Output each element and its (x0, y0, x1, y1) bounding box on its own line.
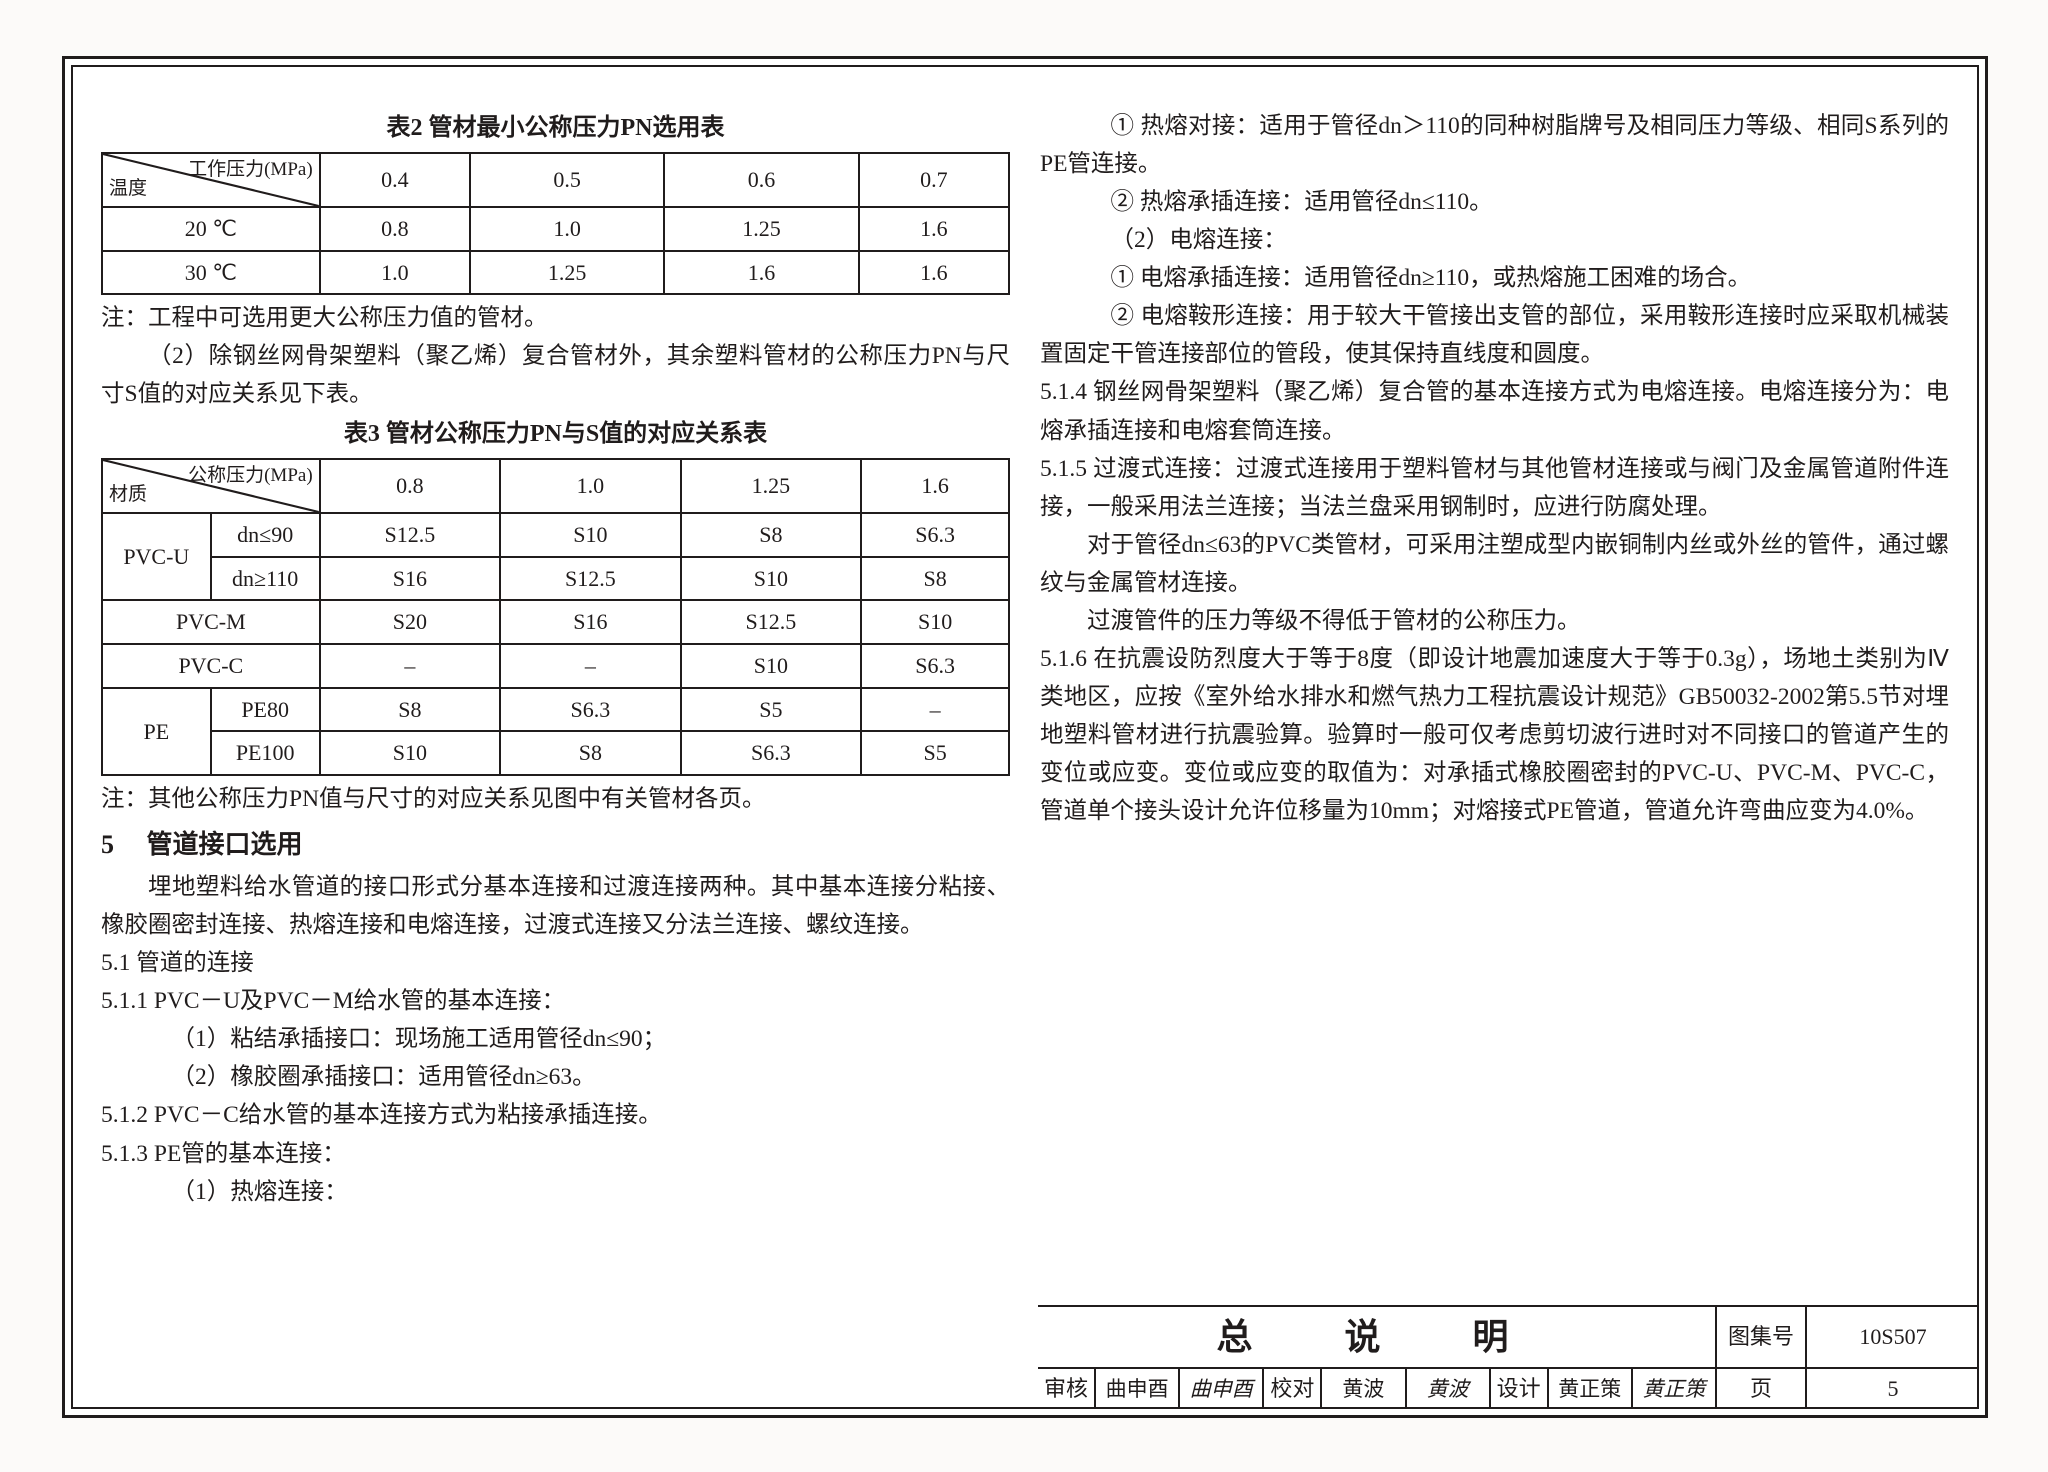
right-p3: （2）电熔连接： (1040, 221, 1949, 259)
right-p4: ① 电熔承插连接：适用管径dn≥110，或热熔施工困难的场合。 (1040, 259, 1949, 297)
table3-title: 表3 管材公称压力PN与S值的对应关系表 (101, 415, 1010, 454)
right-p1: ① 热熔对接：适用于管径dn＞110的同种树脂牌号及相同压力等级、相同S系列的P… (1040, 107, 1949, 183)
left-p7: 5.1.3 PE管的基本连接： (101, 1135, 1010, 1173)
shenhe-label: 审核 (1038, 1369, 1096, 1409)
left-p3: 5.1.1 PVC－U及PVC－M给水管的基本连接： (101, 982, 1010, 1020)
page-inner: 表2 管材最小公称压力PN选用表 工作压力(MPa) 温度 0.40.5 0.6… (71, 65, 1979, 1409)
right-p2: ② 热熔承插连接：适用管径dn≤110。 (1040, 183, 1949, 221)
table3-note: 注：其他公称压力PN值与尺寸的对应关系见图中有关管材各页。 (101, 780, 1010, 818)
right-p5: ② 电熔鞍形连接：用于较大干管接出支管的部位，采用鞍形连接时应采取机械装置固定干… (1040, 297, 1949, 373)
left-p5: （2）橡胶圈承插接口：适用管径dn≥63。 (101, 1058, 1010, 1096)
right-p6: 5.1.4 钢丝网骨架塑料（聚乙烯）复合管的基本连接方式为电熔连接。电熔连接分为… (1040, 373, 1949, 449)
sheji-sig: 黄正策 (1633, 1369, 1717, 1409)
left-column: 表2 管材最小公称压力PN选用表 工作压力(MPa) 温度 0.40.5 0.6… (101, 107, 1010, 1407)
doc-title: 总 说 明 (1038, 1307, 1717, 1367)
tuji-label: 图集号 (1717, 1307, 1807, 1367)
right-p7: 5.1.5 过渡式连接：过渡式连接用于塑料管材与其他管材连接或与阀门及金属管道附… (1040, 450, 1949, 526)
right-p10: 5.1.6 在抗震设防烈度大于等于8度（即设计地震加速度大于等于0.3g），场地… (1040, 640, 1949, 830)
tuji-value: 10S507 (1807, 1307, 1979, 1367)
ye-value: 5 (1807, 1369, 1979, 1409)
jiaodui-label: 校对 (1264, 1369, 1322, 1409)
left-p8: （1）热熔连接： (101, 1173, 1010, 1211)
jiaodui-sig: 黄波 (1407, 1369, 1491, 1409)
right-p8: 对于管径dn≤63的PVC类管材，可采用注塑成型内嵌铜制内丝或外丝的管件，通过螺… (1040, 526, 1949, 602)
shenhe-name: 曲申酉 (1096, 1369, 1180, 1409)
right-column: ① 热熔对接：适用于管径dn＞110的同种树脂牌号及相同压力等级、相同S系列的P… (1040, 107, 1949, 1407)
title-block: 总 说 明 图集号 10S507 审核 曲申酉 曲申酉 校对 黄波 黄波 设计 … (1038, 1305, 1979, 1409)
shenhe-sig: 曲申酉 (1180, 1369, 1264, 1409)
right-p9: 过渡管件的压力等级不得低于管材的公称压力。 (1040, 602, 1949, 640)
ye-label: 页 (1717, 1369, 1807, 1409)
table2-title: 表2 管材最小公称压力PN选用表 (101, 109, 1010, 148)
table3: 公称压力(MPa) 材质 0.81.0 1.251.6 PVC-Udn≤90S1… (101, 458, 1010, 776)
sheji-name: 黄正策 (1549, 1369, 1633, 1409)
para-between: （2）除钢丝网骨架塑料（聚乙烯）复合管材外，其余塑料管材的公称压力PN与尺寸S值… (101, 337, 1010, 413)
sheji-label: 设计 (1491, 1369, 1549, 1409)
left-p6: 5.1.2 PVC－C给水管的基本连接方式为粘接承插连接。 (101, 1096, 1010, 1134)
table2-note: 注：工程中可选用更大公称压力值的管材。 (101, 299, 1010, 337)
page-frame: 表2 管材最小公称压力PN选用表 工作压力(MPa) 温度 0.40.5 0.6… (62, 56, 1988, 1418)
section-5-heading: 5 管道接口选用 (101, 824, 1010, 866)
left-p4: （1）粘结承插接口：现场施工适用管径dn≤90； (101, 1020, 1010, 1058)
left-p2: 5.1 管道的连接 (101, 944, 1010, 982)
table2: 工作压力(MPa) 温度 0.40.5 0.60.7 20 ℃0.81.01.2… (101, 152, 1010, 295)
jiaodui-name: 黄波 (1322, 1369, 1406, 1409)
left-p1: 埋地塑料给水管道的接口形式分基本连接和过渡连接两种。其中基本连接分粘接、橡胶圈密… (101, 868, 1010, 944)
